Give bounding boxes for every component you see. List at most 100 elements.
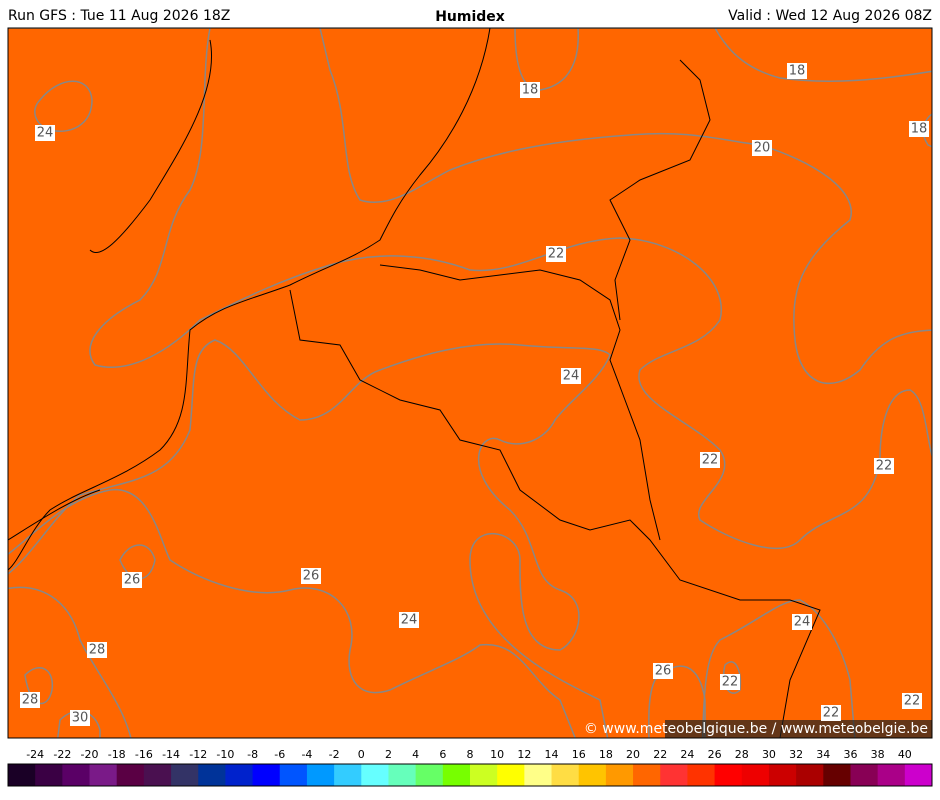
contour-label-bg: [787, 63, 807, 79]
colorbar-swatch: [35, 764, 63, 786]
colorbar-label: 32: [789, 748, 803, 761]
colorbar-swatch: [442, 764, 471, 786]
contour-label-bg: [546, 246, 566, 262]
colorbar-swatch: [143, 764, 172, 786]
contour-label: 28: [22, 693, 39, 708]
contour-label: 18: [911, 122, 928, 137]
colorbar-label: 14: [545, 748, 559, 761]
colorbar-swatch: [8, 764, 36, 786]
colorbar-swatch: [850, 764, 879, 786]
colorbar-swatch: [470, 764, 498, 786]
colorbar-label: -20: [81, 748, 99, 761]
contour-label-bg: [520, 82, 540, 98]
colorbar-label: 12: [517, 748, 531, 761]
colorbar-label: 36: [843, 748, 857, 761]
contour-label-bg: [720, 674, 740, 690]
contour-label: 24: [794, 615, 811, 630]
copyright: © www.meteobelgique.be / www.meteobelgie…: [584, 721, 928, 737]
colorbar-swatch: [741, 764, 770, 786]
contour-label: 26: [303, 569, 320, 584]
colorbar-swatch: [116, 764, 145, 786]
colorbar-swatch: [687, 764, 716, 786]
contour-label-bg: [874, 458, 894, 474]
colorbar-swatch: [633, 764, 661, 786]
colorbar-label: -22: [53, 748, 71, 761]
colorbar-label: 10: [490, 748, 504, 761]
contour-label-bg: [399, 612, 419, 628]
colorbar-swatch: [171, 764, 199, 786]
contour-labels: 18 18 18 20 22 24 24 22 22 26 26 24 28 28 30 26 24 22 22 22: [20, 63, 929, 726]
colorbar-swatch: [904, 764, 933, 786]
contour-label: 18: [522, 83, 539, 98]
contour-label-bg: [87, 642, 107, 658]
contour-label-bg: [821, 705, 841, 721]
colorbar-label: 22: [653, 748, 667, 761]
colorbar-label: 30: [762, 748, 776, 761]
colorbar-swatch: [252, 764, 281, 786]
colorbar-swatch: [578, 764, 607, 786]
colorbar-label: -10: [216, 748, 234, 761]
contour-label-bg: [909, 121, 929, 137]
contour-label: 22: [722, 675, 739, 690]
colorbar-swatch: [361, 764, 389, 786]
colorbar-swatch: [279, 764, 308, 786]
contour-label-bg: [902, 693, 922, 709]
contour-label-bg: [792, 614, 812, 630]
colorbar-label: -24: [26, 748, 44, 761]
colorbar-swatch: [823, 764, 851, 786]
contour-label: 22: [823, 706, 840, 721]
colorbar-label: 18: [599, 748, 613, 761]
contour-label: 24: [37, 126, 54, 141]
colorbar-label: 20: [626, 748, 640, 761]
contour-label: 30: [72, 711, 89, 726]
colorbar-swatch: [497, 764, 525, 786]
contour-label: 24: [401, 613, 418, 628]
colorbar-label: 38: [871, 748, 885, 761]
colorbar-label: 4: [412, 748, 419, 761]
colorbar-swatch: [768, 764, 797, 786]
contour-label: 22: [876, 459, 893, 474]
contour-label-bg: [20, 692, 40, 708]
colorbar-swatch: [198, 764, 226, 786]
colorbar-swatch: [796, 764, 824, 786]
contour-label-bg: [752, 140, 772, 156]
contour-label: 22: [904, 694, 921, 709]
colorbar-label: -12: [189, 748, 207, 761]
contour-label: 18: [789, 64, 806, 79]
contour-label: 20: [754, 141, 771, 156]
contour-label-bg: [70, 710, 90, 726]
contour-label-bg: [301, 568, 321, 584]
colorbar-label: 26: [708, 748, 722, 761]
colorbar-swatch: [225, 764, 254, 786]
colorbar-swatch: [714, 764, 743, 786]
colorbar-frame: [7, 763, 933, 787]
contour-label-bg: [561, 368, 581, 384]
colorbar-label: 6: [439, 748, 446, 761]
colorbar-label: 40: [898, 748, 912, 761]
contour-label: 26: [655, 664, 672, 679]
run-info: Run GFS : Tue 11 Aug 2026 18Z: [8, 8, 230, 24]
map: [8, 28, 932, 738]
contour-label: 26: [124, 573, 141, 588]
contour-label-bg: [35, 125, 55, 141]
colorbar-label: -18: [108, 748, 126, 761]
colorbar-label: -16: [135, 748, 153, 761]
colorbar-swatch: [334, 764, 362, 786]
colorbar-label: 0: [358, 748, 365, 761]
contour-label: 28: [89, 643, 106, 658]
colorbar-label: -8: [247, 748, 258, 761]
colorbar-label: 16: [572, 748, 586, 761]
colorbar-label: -14: [162, 748, 180, 761]
colorbar-swatch: [62, 764, 91, 786]
contour-label-bg: [122, 572, 142, 588]
colorbar-label: -2: [329, 748, 340, 761]
colorbar-label: -4: [301, 748, 312, 761]
colorbar-swatch: [877, 764, 906, 786]
title: Humidex: [435, 9, 505, 25]
valid-info: Valid : Wed 12 Aug 2026 08Z: [728, 8, 932, 24]
colorbar-label: 8: [467, 748, 474, 761]
colorbar-swatch: [605, 764, 634, 786]
contour-label-bg: [653, 663, 673, 679]
colorbar-label: 2: [385, 748, 392, 761]
